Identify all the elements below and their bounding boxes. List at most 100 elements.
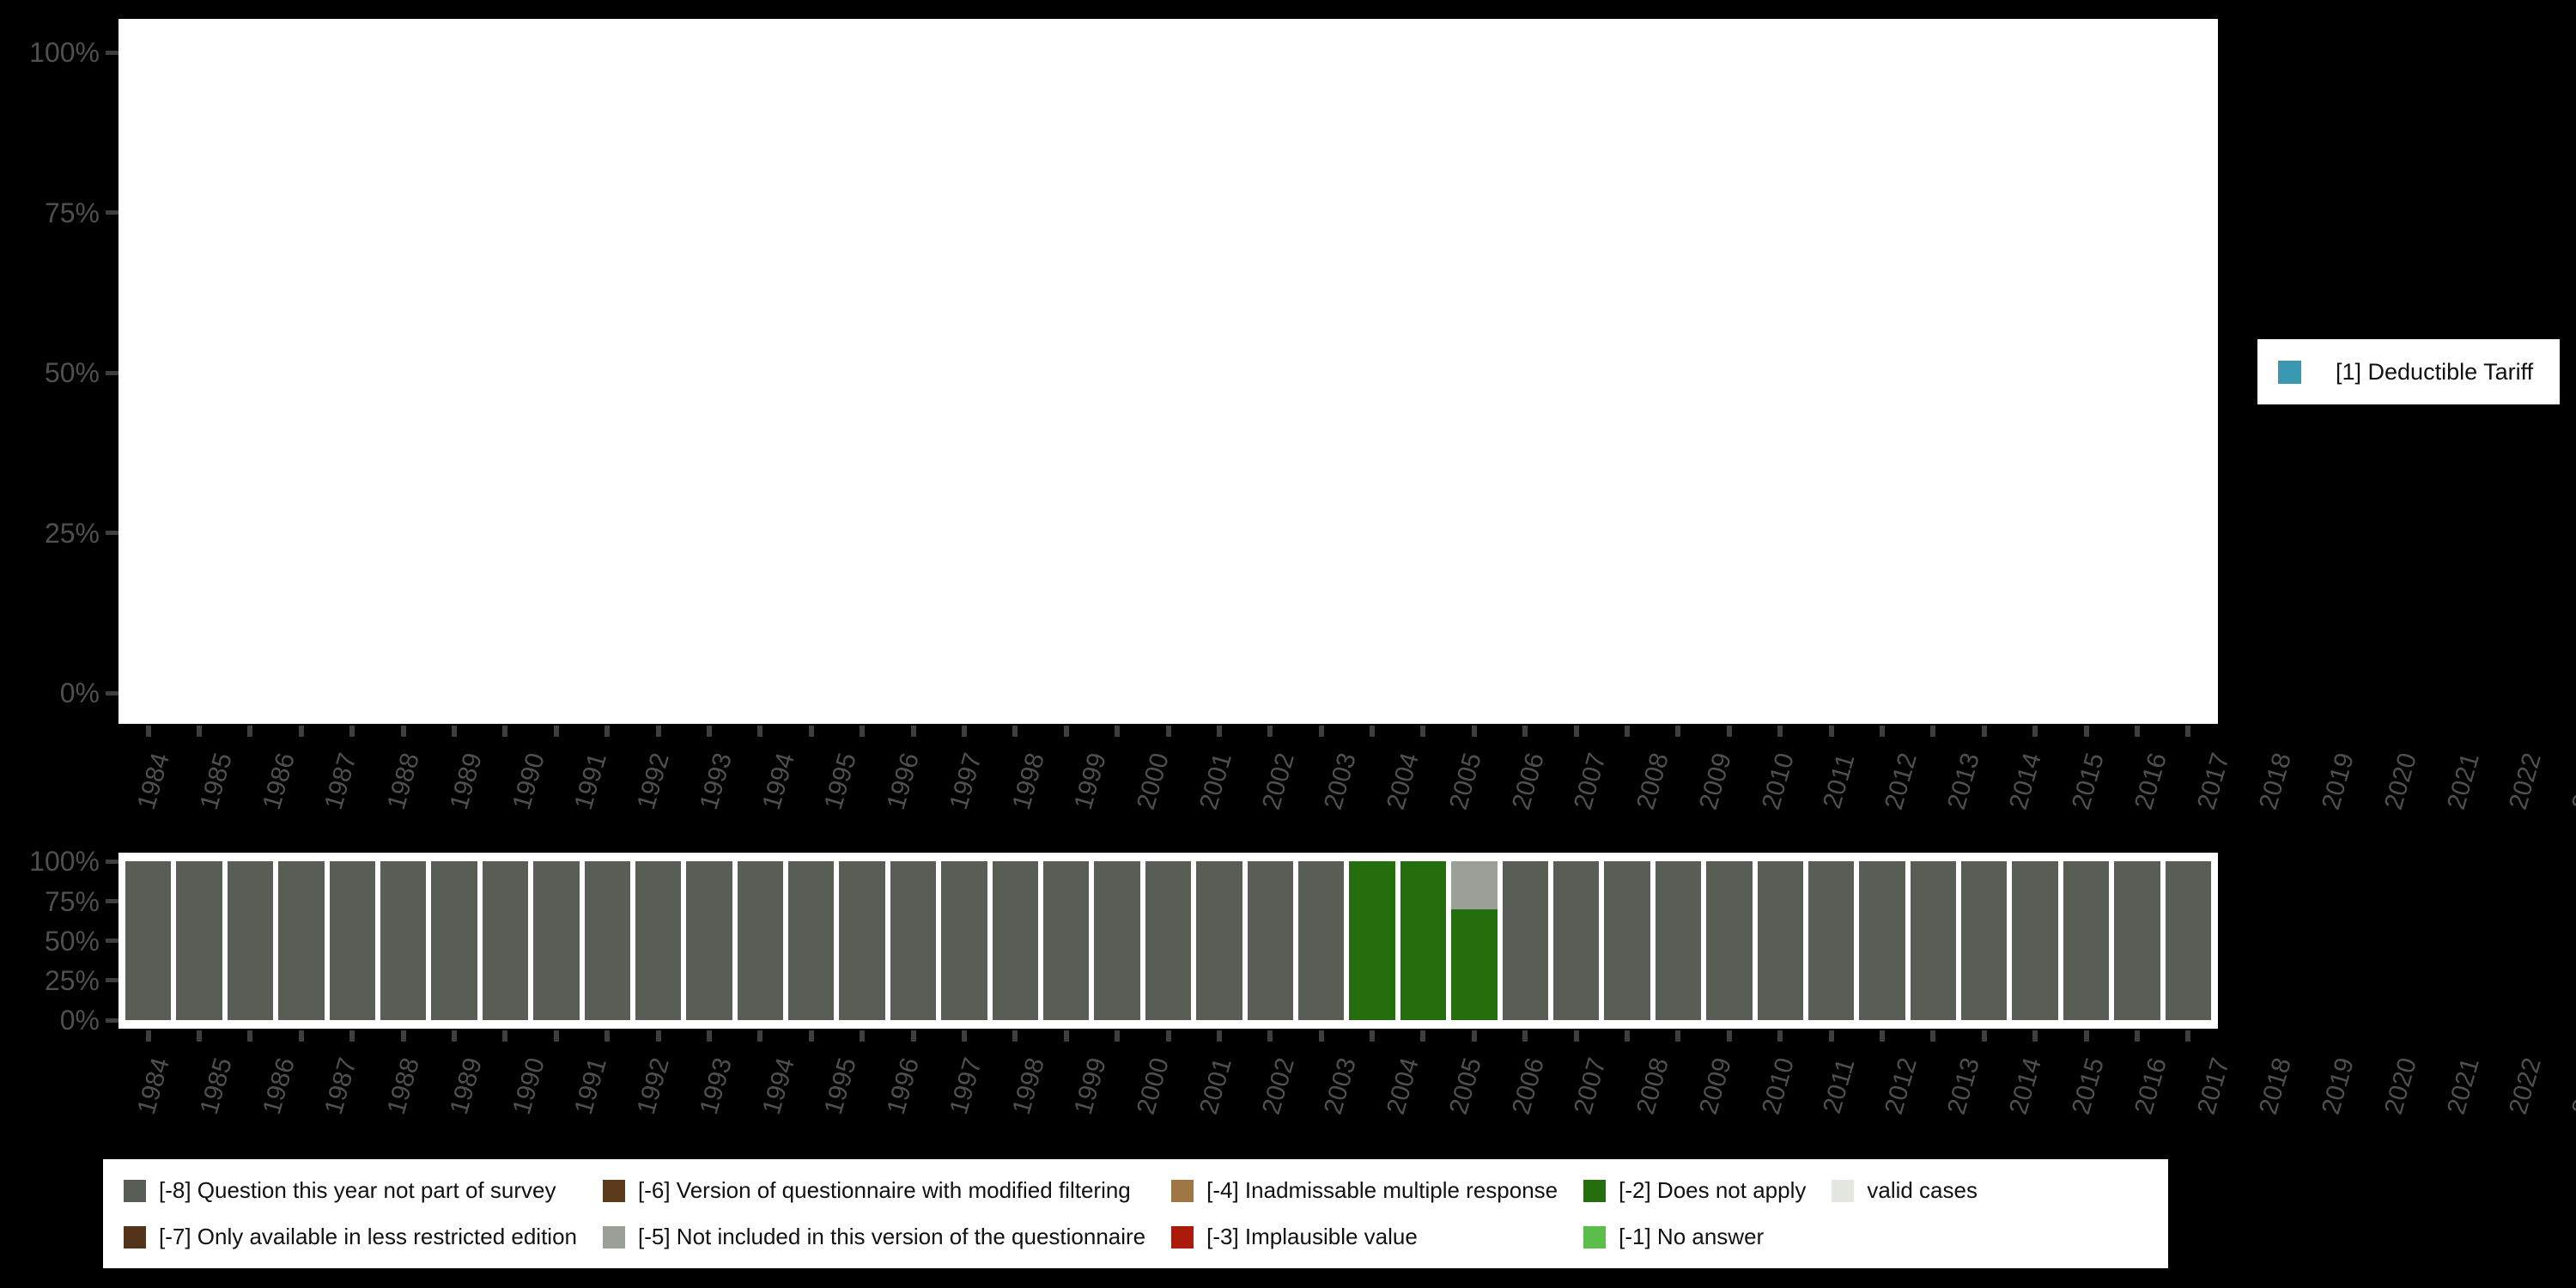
stacked-bar-2008[interactable] — [1349, 861, 1395, 1020]
stacked-bar-1989[interactable] — [380, 861, 427, 1020]
stacked-bar-2000[interactable] — [941, 861, 987, 1020]
bar-segment-2010-cat-5[interactable] — [1451, 861, 1498, 909]
stacked-bar-1985[interactable] — [176, 861, 222, 1020]
bar-segment-1989-cat-8[interactable] — [380, 861, 427, 1020]
bar-segment-1995-cat-8[interactable] — [686, 861, 732, 1020]
stacked-bar-2014[interactable] — [1655, 861, 1702, 1020]
bar-segment-2013-cat-8[interactable] — [1604, 861, 1650, 1020]
bar-segment-2018-cat-8[interactable] — [1859, 861, 1905, 1020]
bar-segment-1984-cat-8[interactable] — [125, 861, 172, 1020]
x-tick-slot — [380, 1030, 426, 1042]
stacked-bar-2003[interactable] — [1094, 861, 1140, 1020]
stacked-bar-2016[interactable] — [1757, 861, 1803, 1020]
stacked-bar-1992[interactable] — [533, 861, 580, 1020]
stacked-bar-2017[interactable] — [1807, 861, 1855, 1020]
bar-segment-2017-cat-8[interactable] — [1807, 861, 1855, 1020]
bar-segment-2006-cat-8[interactable] — [1247, 861, 1293, 1020]
bar-segment-1996-cat-8[interactable] — [737, 861, 784, 1020]
bar-segment-2024-cat-8[interactable] — [2165, 861, 2212, 1020]
x-axis-label-2022: 2022 — [2504, 1054, 2548, 1118]
bar-segment-1994-cat-8[interactable] — [635, 861, 682, 1020]
bar-segment-1999-cat-8[interactable] — [890, 861, 937, 1020]
stacked-bar-2013[interactable] — [1604, 861, 1650, 1020]
bar-segment-2000-cat-8[interactable] — [941, 861, 987, 1020]
x-axis-tick — [1267, 726, 1273, 737]
stacked-bar-1996[interactable] — [737, 861, 784, 1020]
legend-item--3[interactable]: [-3] Implausible value — [1171, 1218, 1558, 1257]
stacked-bar-2009[interactable] — [1400, 861, 1447, 1020]
x-tick-slot — [2114, 1030, 2160, 1042]
bar-segment-2002-cat-8[interactable] — [1043, 861, 1090, 1020]
bar-segment-2019-cat-8[interactable] — [1910, 861, 1957, 1020]
bar-segment-2023-cat-8[interactable] — [2114, 861, 2160, 1020]
stacked-bar-2011[interactable] — [1502, 861, 1548, 1020]
x-axis-tick — [757, 726, 763, 737]
stacked-bar-1990[interactable] — [431, 861, 477, 1020]
stacked-bar-2007[interactable] — [1297, 861, 1345, 1020]
stacked-bar-2006[interactable] — [1247, 861, 1293, 1020]
stacked-bar-2019[interactable] — [1910, 861, 1957, 1020]
legend-item--5[interactable]: [-5] Not included in this version of the… — [603, 1218, 1145, 1257]
bar-segment-1988-cat-8[interactable] — [329, 861, 375, 1020]
bar-segment-2008-cat-2[interactable] — [1349, 861, 1395, 1020]
legend-item--8[interactable]: [-8] Question this year not part of surv… — [124, 1171, 577, 1211]
legend-item--7[interactable]: [-7] Only available in less restricted e… — [124, 1218, 577, 1257]
bar-segment-1986-cat-8[interactable] — [227, 861, 274, 1020]
stacked-bar-1986[interactable] — [227, 861, 274, 1020]
stacked-bar-2012[interactable] — [1552, 861, 1600, 1020]
stacked-bar-1987[interactable] — [278, 861, 325, 1020]
stacked-bar-2015[interactable] — [1706, 861, 1753, 1020]
stacked-bar-1991[interactable] — [482, 861, 529, 1020]
stacked-bar-1984[interactable] — [125, 861, 172, 1020]
stacked-bar-2001[interactable] — [992, 861, 1039, 1020]
top-chart-legend[interactable]: [1] Deductible Tariff — [2257, 339, 2560, 404]
bar-segment-1991-cat-8[interactable] — [482, 861, 529, 1020]
stacked-bar-2018[interactable] — [1859, 861, 1905, 1020]
bar-segment-1992-cat-8[interactable] — [533, 861, 580, 1020]
stacked-bar-2002[interactable] — [1043, 861, 1090, 1020]
legend-item--1[interactable]: [-1] No answer — [1583, 1218, 1806, 1257]
bar-segment-2010-cat-2[interactable] — [1451, 908, 1498, 1020]
legend-item--2[interactable]: [-2] Does not apply — [1583, 1171, 1806, 1211]
stacked-bar-1994[interactable] — [635, 861, 682, 1020]
stacked-bar-1997[interactable] — [788, 861, 835, 1020]
bar-segment-2016-cat-8[interactable] — [1757, 861, 1803, 1020]
stacked-bar-2004[interactable] — [1145, 861, 1192, 1020]
stacked-bar-2023[interactable] — [2114, 861, 2160, 1020]
bar-segment-1997-cat-8[interactable] — [788, 861, 835, 1020]
x-label-slot: 2001 — [1188, 1042, 1245, 1131]
stacked-bar-1993[interactable] — [584, 861, 630, 1020]
bar-segment-1990-cat-8[interactable] — [431, 861, 477, 1020]
stacked-bar-2005[interactable] — [1196, 861, 1242, 1020]
stacked-bar-2022[interactable] — [2063, 861, 2110, 1020]
bar-segment-2021-cat-8[interactable] — [2012, 861, 2058, 1020]
bar-segment-2020-cat-8[interactable] — [1961, 861, 2008, 1020]
bar-segment-2015-cat-8[interactable] — [1706, 861, 1753, 1020]
bar-segment-2012-cat-8[interactable] — [1552, 861, 1600, 1020]
bar-segment-2014-cat-8[interactable] — [1655, 861, 1702, 1020]
bar-segment-1985-cat-8[interactable] — [176, 861, 222, 1020]
stacked-bar-1988[interactable] — [329, 861, 375, 1020]
bar-segment-2003-cat-8[interactable] — [1094, 861, 1140, 1020]
bar-segment-2009-cat-2[interactable] — [1400, 861, 1447, 1020]
stacked-bar-1995[interactable] — [686, 861, 732, 1020]
stacked-bar-2024[interactable] — [2165, 861, 2212, 1020]
bar-segment-2005-cat-8[interactable] — [1196, 861, 1242, 1020]
stacked-bar-2021[interactable] — [2012, 861, 2058, 1020]
bar-segment-1993-cat-8[interactable] — [584, 861, 630, 1020]
stacked-bar-2010[interactable] — [1451, 861, 1498, 1020]
bar-segment-2022-cat-8[interactable] — [2063, 861, 2110, 1020]
legend-item-valid[interactable]: valid cases — [1832, 1171, 1978, 1211]
bar-segment-1998-cat-8[interactable] — [839, 861, 885, 1020]
legend-item--4[interactable]: [-4] Inadmissable multiple response — [1171, 1171, 1558, 1211]
bar-segment-1987-cat-8[interactable] — [278, 861, 325, 1020]
x-tick-slot — [1503, 726, 1548, 738]
bar-segment-2011-cat-8[interactable] — [1502, 861, 1548, 1020]
stacked-bar-1999[interactable] — [890, 861, 937, 1020]
stacked-bar-1998[interactable] — [839, 861, 885, 1020]
legend-item--6[interactable]: [-6] Version of questionnaire with modif… — [603, 1171, 1145, 1211]
bar-segment-2004-cat-8[interactable] — [1145, 861, 1192, 1020]
stacked-bar-2020[interactable] — [1961, 861, 2008, 1020]
bar-segment-2007-cat-8[interactable] — [1297, 861, 1345, 1020]
bar-segment-2001-cat-8[interactable] — [992, 861, 1039, 1020]
